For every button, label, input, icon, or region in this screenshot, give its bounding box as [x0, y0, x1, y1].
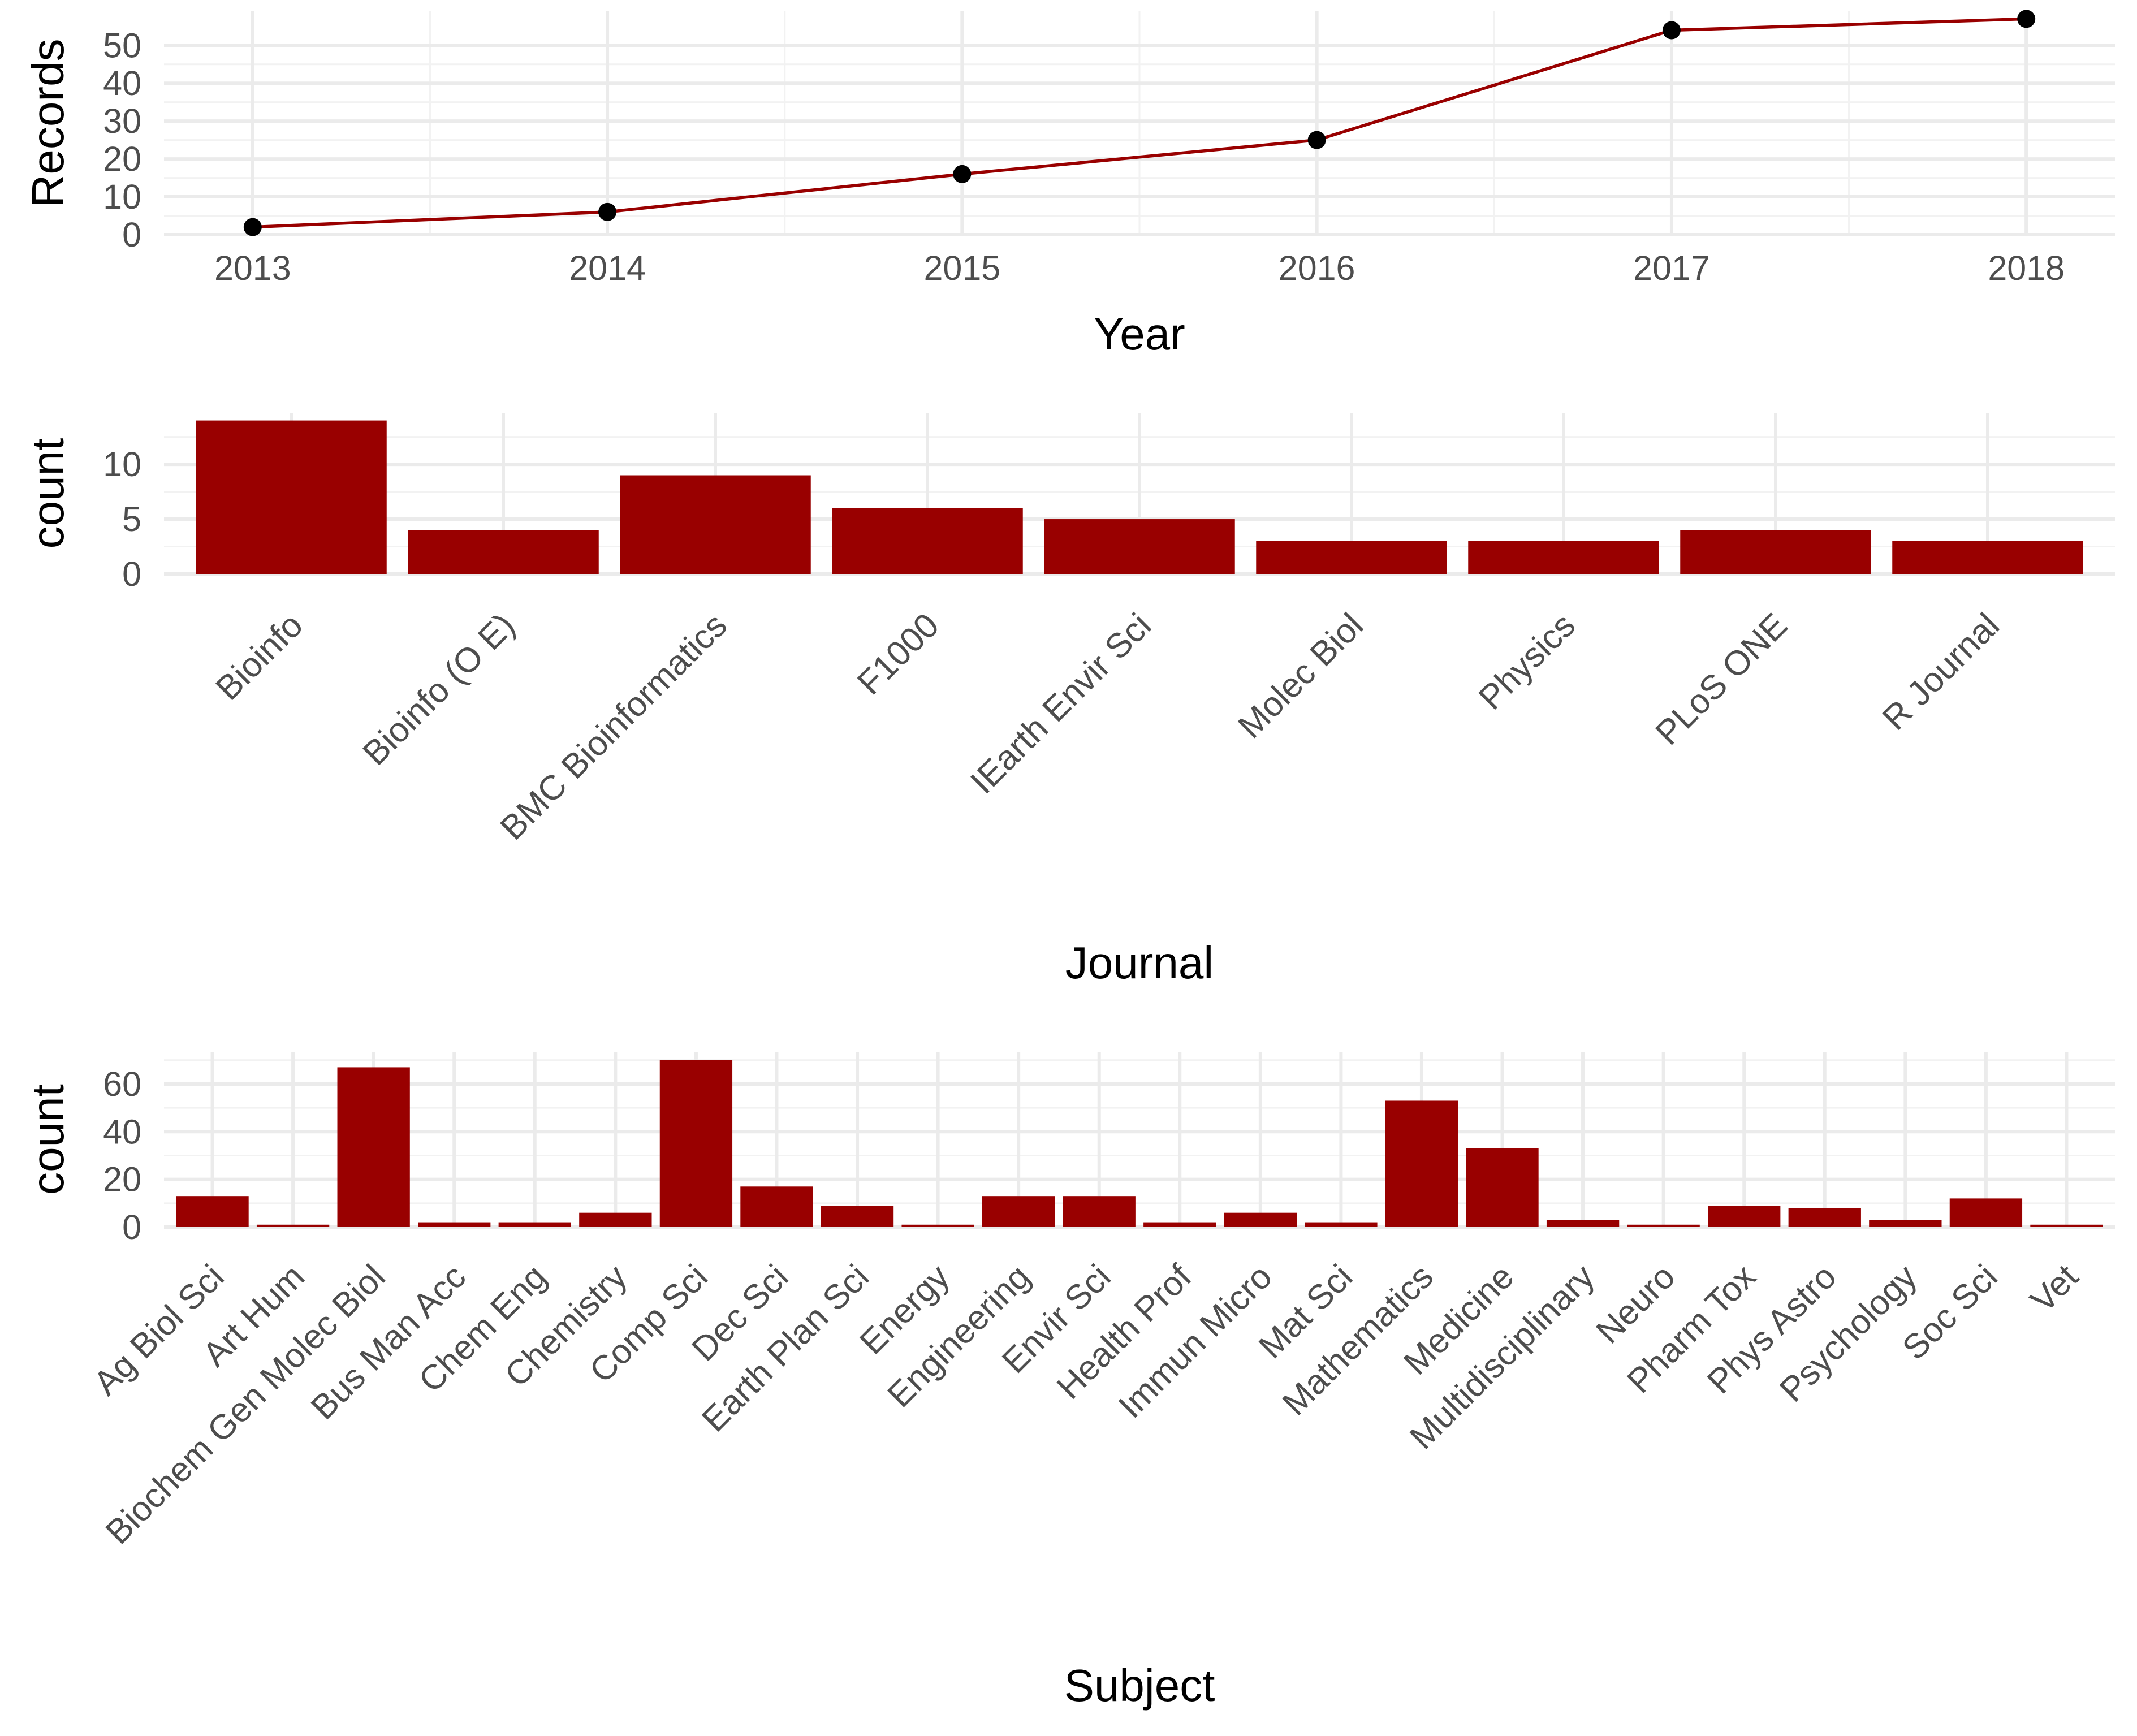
data-point-2017 [1662, 21, 1681, 40]
bar-comp-sci [659, 1060, 733, 1227]
data-point-2016 [1307, 131, 1326, 149]
bar-iearth-envir-sci [1044, 519, 1235, 574]
y-tick-label: 0 [122, 215, 141, 254]
x-tick-label: Physics [1471, 606, 1582, 717]
x-axis-title: Subject [1064, 1660, 1215, 1711]
bar-chemistry [579, 1212, 652, 1227]
y-tick-label: 10 [103, 445, 141, 483]
journal-count-panel: 0 5 10 Bioinfo Bioinfo (O E)BMC Bioinformati… [23, 413, 2115, 988]
data-point-2014 [598, 202, 617, 221]
x-tick-label: R Journal [1875, 606, 2006, 737]
bar-mat-sci [1305, 1222, 1378, 1227]
bar-molec-biol [1256, 541, 1447, 574]
data-point-2015 [953, 165, 972, 183]
bar-multidisciplinary [1546, 1220, 1620, 1227]
x-tick-label: Ag Biol Sci [86, 1257, 231, 1402]
bar-neuro [1627, 1224, 1700, 1227]
bar-medicine [1466, 1148, 1539, 1227]
x-tick-label: F1000 [850, 606, 946, 702]
bar-energy [901, 1224, 974, 1227]
y-tick-label: 0 [122, 1208, 141, 1246]
y-axis-title: count [23, 1084, 73, 1195]
x-tick-label: IEarth Envir Sci [963, 606, 1158, 801]
x-tick-label: 2013 [214, 249, 291, 287]
bar-psychology [1869, 1220, 1942, 1227]
y-tick-label: 40 [103, 64, 141, 102]
bar-envir-sci [1063, 1196, 1136, 1227]
bar-mathematics [1385, 1100, 1458, 1227]
x-tick-label: Vet [2023, 1257, 2085, 1319]
bar-r-journal [1892, 541, 2083, 574]
x-tick-label: Bioinfo [208, 606, 310, 707]
records-line [252, 17, 2027, 229]
x-tick-label: 2015 [924, 249, 1001, 287]
data-point-2013 [243, 218, 262, 236]
x-tick-label: 2017 [1633, 249, 1710, 287]
y-tick-label: 20 [103, 140, 141, 178]
bar-bioinfo-o-e [408, 530, 599, 574]
bar-soc-sci [1949, 1198, 2023, 1227]
x-tick-label: BMC Bioinformatics [493, 606, 734, 847]
bar-f1000 [832, 508, 1023, 574]
x-tick-label: PLoS ONE [1648, 606, 1794, 752]
bar-pharm-tox [1708, 1206, 1781, 1227]
x-tick-label: 2016 [1279, 249, 1355, 287]
bar-bus-man-acc [418, 1222, 491, 1227]
y-tick-label: 30 [103, 102, 141, 140]
y-tick-label: 40 [103, 1112, 141, 1151]
y-tick-label: 10 [103, 178, 141, 216]
bar-plos-one [1680, 530, 1871, 574]
bar-dec-sci [740, 1186, 813, 1227]
y-axis-title: Records [23, 39, 73, 208]
x-tick-label: 2014 [569, 249, 646, 287]
y-tick-label: 0 [122, 555, 141, 593]
bar-ag-biol-sci [176, 1196, 249, 1227]
y-tick-label: 50 [103, 26, 141, 64]
bar-immun-micro [1224, 1212, 1297, 1227]
bar-art-hum [256, 1224, 330, 1227]
x-tick-label: Molec Biol [1231, 606, 1370, 745]
y-axis-title: count [23, 438, 73, 549]
x-tick-label: 2018 [1988, 249, 2065, 287]
bar-health-prof [1143, 1222, 1216, 1227]
data-point-2018 [2017, 10, 2036, 28]
y-tick-label: 60 [103, 1065, 141, 1103]
x-tick-label: Bioinfo (O E) [355, 606, 522, 772]
x-axis-title: Year [1094, 309, 1185, 359]
x-axis-title: Journal [1065, 938, 1214, 988]
bar-physics [1468, 541, 1659, 574]
bar-bmc-bioinformatics [620, 475, 811, 574]
y-tick-label: 20 [103, 1160, 141, 1199]
bar-earth-plan-sci [821, 1206, 894, 1227]
bar-engineering [982, 1196, 1055, 1227]
bar-chem-eng [498, 1222, 571, 1227]
bar-biochem-gen-molec-biol [337, 1067, 410, 1227]
bar-vet [2030, 1224, 2103, 1227]
bar-phys-astro [1788, 1208, 1861, 1227]
bar-bioinfo [196, 420, 387, 574]
y-tick-label: 5 [122, 500, 141, 538]
